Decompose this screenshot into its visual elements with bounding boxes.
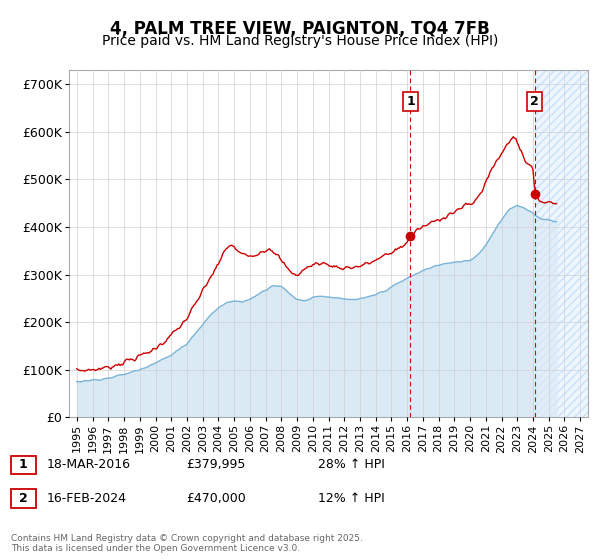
Text: 28% ↑ HPI: 28% ↑ HPI — [318, 458, 385, 472]
Text: 16-FEB-2024: 16-FEB-2024 — [47, 492, 127, 505]
Bar — [535, 70, 588, 417]
Text: 12% ↑ HPI: 12% ↑ HPI — [318, 492, 385, 505]
Text: £379,995: £379,995 — [186, 458, 245, 472]
Text: £470,000: £470,000 — [186, 492, 246, 505]
Text: 2: 2 — [19, 492, 28, 505]
Text: 2: 2 — [530, 95, 539, 108]
Text: 4, PALM TREE VIEW, PAIGNTON, TQ4 7FB: 4, PALM TREE VIEW, PAIGNTON, TQ4 7FB — [110, 20, 490, 38]
Text: 18-MAR-2016: 18-MAR-2016 — [47, 458, 131, 472]
Text: 1: 1 — [406, 95, 415, 108]
Text: Contains HM Land Registry data © Crown copyright and database right 2025.
This d: Contains HM Land Registry data © Crown c… — [11, 534, 362, 553]
Text: Price paid vs. HM Land Registry's House Price Index (HPI): Price paid vs. HM Land Registry's House … — [102, 34, 498, 48]
Text: 1: 1 — [19, 458, 28, 472]
